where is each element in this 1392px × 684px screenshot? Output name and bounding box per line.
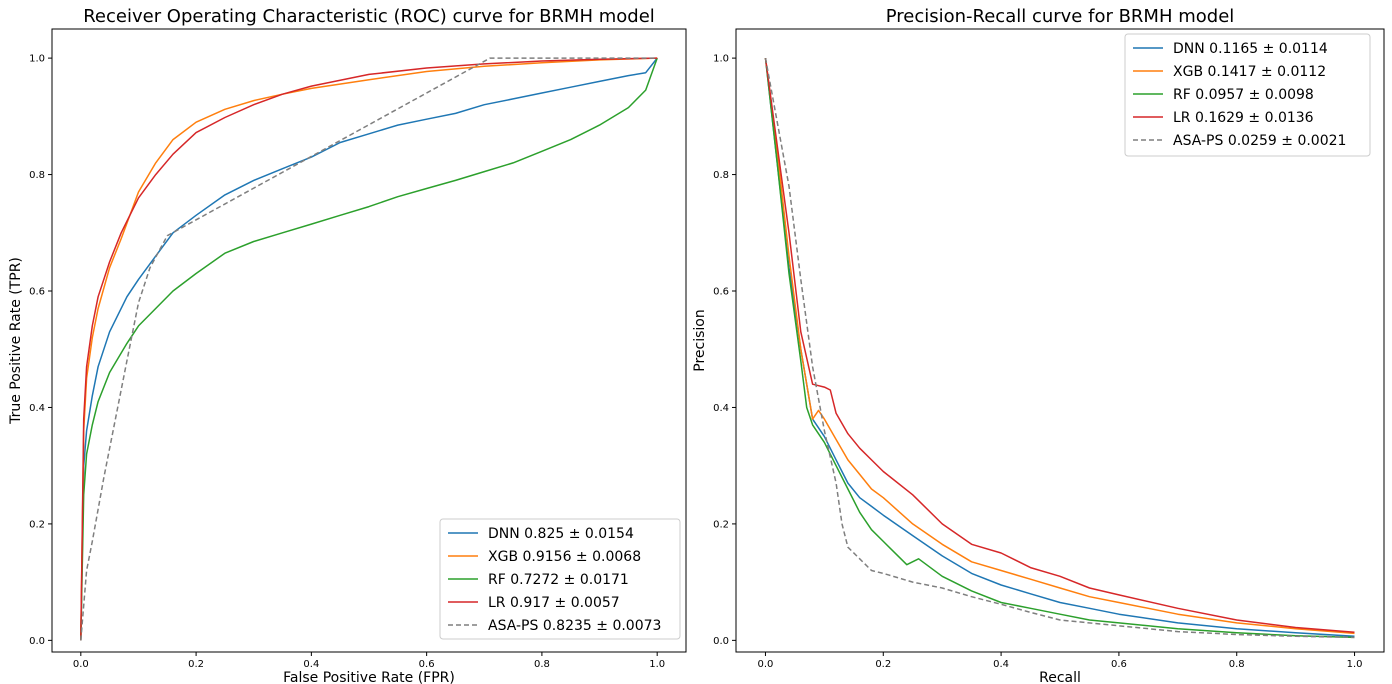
- legend: DNN 0.825 ± 0.0154 XGB 0.9156 ± 0.0068 RF …: [439, 518, 681, 640]
- y-tick-label: 0.8: [713, 170, 729, 181]
- y-axis-label: Precision: [692, 309, 708, 371]
- x-tick-label: 0.6: [1111, 659, 1127, 670]
- y-tick-label: 0.4: [713, 403, 729, 414]
- series-line-rf: [80, 57, 658, 641]
- axes-frame: [51, 28, 687, 653]
- x-tick-label: 0.2: [875, 659, 891, 670]
- y-tick-label: 0.6: [713, 287, 729, 298]
- legend-label-rf: RF 0.0957 ± 0.0098: [1173, 87, 1314, 103]
- y-tick-label: 1.0: [713, 54, 729, 65]
- legend-box: [1124, 33, 1371, 157]
- y-axis-label: True Positive Rate (TPR): [8, 257, 24, 425]
- legend-label-asa-ps: ASA-PS 0.0259 ± 0.0021: [1173, 133, 1346, 149]
- x-tick-label: 0.4: [303, 659, 319, 670]
- legend-label-lr: LR 0.917 ± 0.0057: [488, 595, 620, 611]
- series-lines: [80, 57, 658, 641]
- series-line-lr: [764, 58, 1355, 633]
- series-lines: [764, 57, 1355, 639]
- x-tick-label: 0.8: [1229, 659, 1245, 670]
- series-line-xgb: [80, 57, 658, 641]
- legend-label-dnn: DNN 0.1165 ± 0.0114: [1173, 41, 1328, 57]
- legend-label-lr: LR 0.1629 ± 0.0136: [1173, 110, 1314, 126]
- series-line-asa-ps: [764, 57, 1355, 639]
- legend-label-xgb: XGB 0.1417 ± 0.0112: [1173, 64, 1326, 80]
- y-tick-label: 0.0: [713, 636, 729, 647]
- precision-recall-chart: Precision-Recall curve for BRMH model 0.0…: [692, 6, 1385, 684]
- x-tick-label: 1.0: [649, 659, 665, 670]
- chart-title: Precision-Recall curve for BRMH model: [886, 6, 1235, 27]
- x-tick-label: 0.6: [419, 659, 435, 670]
- legend-label-dnn: DNN 0.825 ± 0.0154: [488, 526, 634, 542]
- series-line-asa-ps: [80, 57, 658, 641]
- x-tick-label: 0.0: [73, 659, 89, 670]
- legend-label-xgb: XGB 0.9156 ± 0.0068: [488, 549, 641, 565]
- legend-label-asa-ps: ASA-PS 0.8235 ± 0.0073: [488, 618, 661, 634]
- x-axis-label: Recall: [1039, 670, 1081, 684]
- legend-label-rf: RF 0.7272 ± 0.0171: [488, 572, 629, 588]
- legend: DNN 0.1165 ± 0.0114 XGB 0.1417 ± 0.0112 RF…: [1124, 33, 1371, 157]
- axes-frame: [735, 28, 1385, 653]
- y-tick-label: 0.2: [29, 519, 45, 530]
- y-tick-label: 0.2: [713, 519, 729, 530]
- chart-title: Receiver Operating Characteristic (ROC) …: [83, 6, 655, 27]
- x-tick-label: 0.0: [758, 659, 774, 670]
- y-tick-label: 0.0: [29, 636, 45, 647]
- legend-box: [439, 518, 681, 640]
- x-tick-label: 0.8: [534, 659, 550, 670]
- y-tick-label: 0.6: [29, 287, 45, 298]
- y-tick-label: 0.4: [29, 403, 45, 414]
- series-line-lr: [80, 57, 658, 641]
- roc-chart: Receiver Operating Characteristic (ROC) …: [8, 6, 687, 684]
- series-line-xgb: [764, 58, 1355, 635]
- series-line-dnn: [80, 57, 658, 641]
- x-tick-label: 0.2: [188, 659, 204, 670]
- x-axis-label: False Positive Rate (FPR): [283, 670, 455, 684]
- y-tick-label: 0.8: [29, 170, 45, 181]
- y-tick-label: 1.0: [29, 54, 45, 65]
- x-tick-label: 1.0: [1347, 659, 1363, 670]
- x-tick-label: 0.4: [993, 659, 1009, 670]
- series-line-rf: [764, 58, 1355, 639]
